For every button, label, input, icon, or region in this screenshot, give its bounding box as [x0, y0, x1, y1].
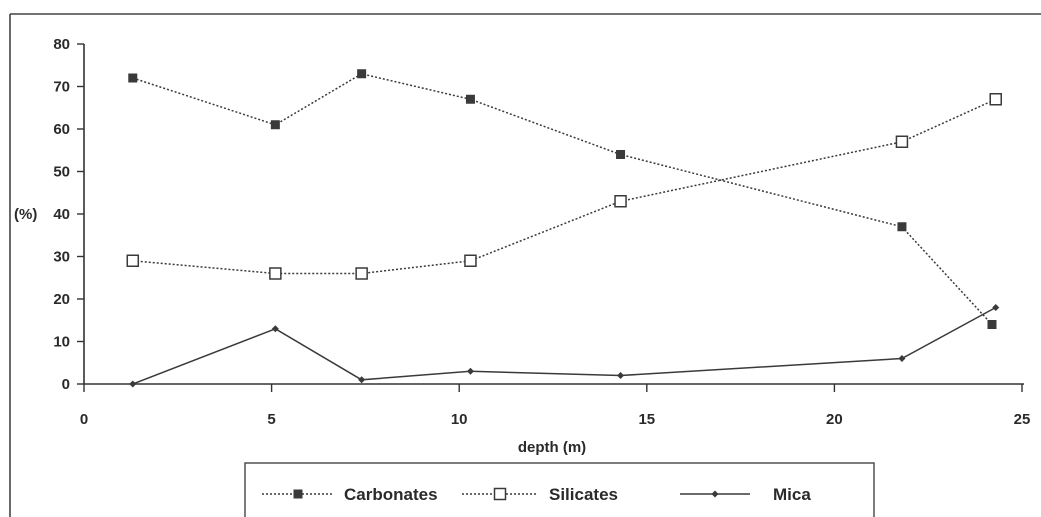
data-point-mica: [992, 304, 1000, 311]
data-point-carbonates: [987, 320, 997, 329]
y-tick-label: 30: [53, 249, 70, 266]
legend-label-silicates: Silicates: [549, 485, 618, 504]
legend-box: [244, 462, 875, 517]
legend-label-carbonates: Carbonates: [344, 485, 438, 504]
x-axis-title: depth (m): [518, 439, 586, 456]
data-point-mica: [466, 367, 474, 375]
x-tick-label: 0: [80, 411, 88, 428]
x-tick-label: 5: [267, 411, 275, 428]
data-point-mica: [358, 376, 366, 384]
y-axis-title: (%): [14, 206, 37, 223]
y-tick-label: 60: [53, 121, 70, 138]
x-tick-label: 25: [1014, 411, 1031, 428]
legend-item-mica: Mica: [680, 485, 811, 504]
data-point-carbonates: [128, 73, 138, 83]
data-point-mica: [898, 355, 906, 362]
data-point-carbonates: [357, 69, 367, 79]
x-tick-label: 20: [826, 411, 843, 428]
y-tick-label: 20: [53, 291, 70, 308]
data-point-silicates: [464, 254, 477, 267]
data-point-mica: [617, 372, 625, 379]
y-tick-label: 10: [53, 334, 70, 351]
data-point-carbonates: [616, 150, 626, 159]
series-layer: [126, 69, 1002, 388]
legend-marker-silicates: [493, 487, 507, 501]
series-line-carbonates: [132, 73, 993, 326]
legend-item-silicates: Silicates: [462, 485, 618, 504]
series-line-mica: [132, 306, 997, 385]
data-point-mica: [271, 325, 279, 333]
data-point-silicates: [614, 195, 627, 208]
data-point-mica: [129, 380, 137, 388]
y-tick-label: 70: [53, 79, 70, 96]
series-mica: [129, 304, 1000, 388]
series-carbonates: [128, 69, 997, 329]
y-tick-label: 0: [62, 376, 70, 393]
x-tick-label: 10: [451, 411, 468, 428]
legend-item-carbonates: Carbonates: [262, 485, 438, 504]
y-tick-label: 40: [53, 206, 70, 223]
data-point-silicates: [895, 135, 909, 148]
legend-label-mica: Mica: [773, 485, 811, 504]
x-tick-label: 15: [638, 411, 655, 428]
legend-marker-mica: [711, 490, 719, 498]
data-point-carbonates: [465, 94, 475, 104]
data-point-silicates: [355, 267, 368, 280]
axes: 0 10 20 30 40 50 60 70 80 0 5 10 15 20 25: [53, 36, 1030, 428]
y-tick-label: 50: [53, 164, 70, 181]
series-line-silicates: [132, 98, 997, 275]
data-point-silicates: [989, 93, 1002, 106]
data-point-carbonates: [270, 120, 280, 130]
data-point-silicates: [269, 267, 282, 280]
series-silicates: [126, 93, 1002, 280]
y-tick-label: 80: [53, 36, 70, 53]
data-point-carbonates: [897, 222, 907, 232]
legend-marker-carbonates: [293, 489, 303, 499]
data-point-silicates: [126, 254, 140, 267]
legend: Carbonates Silicates Mica: [244, 462, 875, 517]
